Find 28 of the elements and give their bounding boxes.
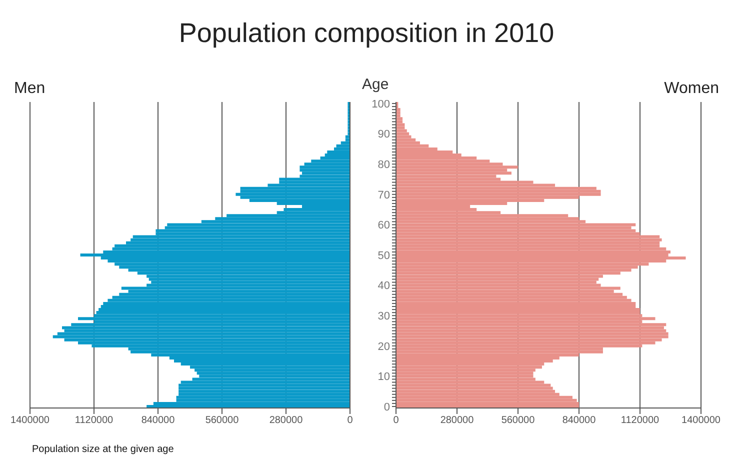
y-tick-label: 60 [378,220,390,232]
y-tick-label: 10 [378,371,390,384]
x-tick-label: 1120000 [620,415,660,426]
x-tick-label: 280000 [440,415,474,426]
x-tick-label: 560000 [501,415,536,426]
y-tick-label: 0 [384,401,390,414]
text: Population size at the given age [32,444,174,455]
y-tick-label: 30 [378,310,390,322]
y-tick-label: 40 [378,280,390,292]
x-tick-label: 1400000 [10,415,50,426]
chart-title: Population composition in 2010 [178,18,556,49]
y-tick-label: 50 [378,250,390,262]
y-axis-title: Age [362,76,389,93]
x-tick-label: 0 [347,415,354,426]
y-tick-label: 70 [378,189,390,202]
x-tick-label: 1400000 [682,415,721,426]
text: Women [664,80,719,98]
x-tick-label: 1120000 [74,415,114,426]
x-tick-label: 840000 [141,415,176,426]
y-tick-label: 90 [378,128,390,141]
x-tick-label: 560000 [205,415,240,426]
x-tick-label: 840000 [562,415,596,426]
y-tick-label: 80 [378,159,390,172]
x-tick-label: 0 [393,415,400,426]
x-tick-label: 280000 [269,415,304,426]
y-tick-label: 20 [378,340,390,353]
text: Men [14,80,46,98]
y-tick-label: 100 [372,98,390,110]
